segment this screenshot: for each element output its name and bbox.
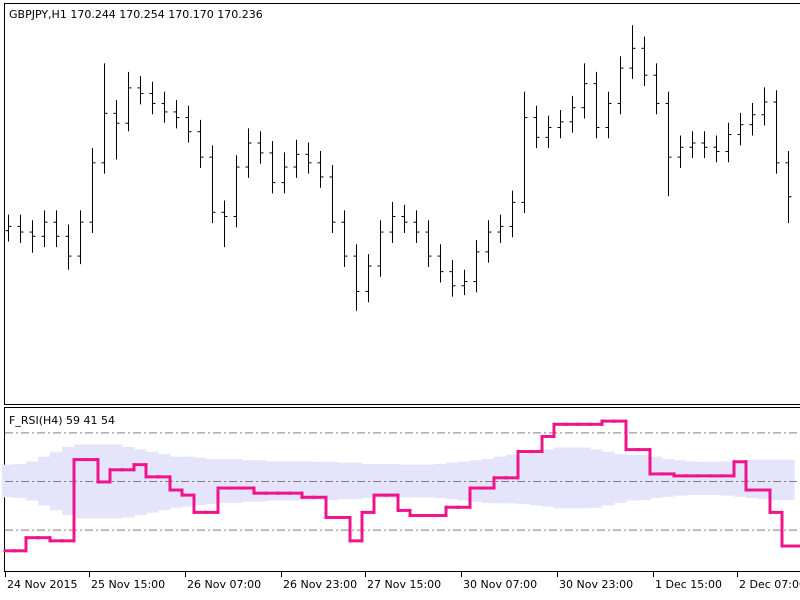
x-tick-label: 26 Nov 07:00	[187, 578, 261, 591]
band-segment	[146, 451, 159, 513]
band-segment	[158, 454, 171, 511]
band-segment	[590, 449, 603, 508]
x-tick-label: 25 Nov 15:00	[91, 578, 165, 591]
band-segment	[614, 454, 627, 503]
price-panel-frame	[4, 3, 800, 405]
chart-title: GBPJPY,H1 170.244 170.254 170.170 170.23…	[9, 8, 263, 21]
band-segment	[674, 460, 687, 496]
band-segment	[302, 461, 315, 501]
band-segment	[518, 454, 531, 505]
band-segment	[350, 462, 363, 500]
bar-layer	[5, 25, 792, 311]
x-tick-label: 1 Dec 15:00	[655, 578, 722, 591]
band-layer	[2, 444, 795, 519]
band-segment	[446, 462, 459, 500]
band-segment	[782, 459, 795, 501]
band-segment	[770, 459, 783, 501]
band-segment	[254, 460, 267, 502]
band-segment	[62, 446, 75, 516]
x-tick-label: 2 Dec 07:00	[739, 578, 800, 591]
band-segment	[578, 447, 591, 509]
band-segment	[206, 459, 219, 505]
band-segment	[338, 462, 351, 500]
axis-layer: 24 Nov 2015 25 Nov 15:00 26 Nov 07:00 26 No…	[5, 572, 800, 591]
band-segment	[746, 459, 759, 499]
band-segment	[218, 459, 231, 503]
indicator-title: F_RSI(H4) 59 41 54	[9, 414, 115, 427]
band-segment	[170, 456, 183, 508]
band-segment	[494, 456, 507, 504]
level-layer	[5, 432, 800, 531]
band-segment	[626, 454, 639, 501]
rsi-layer	[3, 419, 800, 553]
band-segment	[650, 456, 663, 499]
band-segment	[662, 459, 675, 497]
band-segment	[134, 449, 147, 516]
band-segment	[698, 461, 711, 496]
band-segment	[482, 459, 495, 503]
x-tick-label: 30 Nov 23:00	[559, 578, 633, 591]
x-tick-label: 30 Nov 07:00	[463, 578, 537, 591]
band-segment	[230, 459, 243, 503]
band-segment	[710, 461, 723, 496]
x-tick-label: 24 Nov 2015	[7, 578, 77, 591]
band-segment	[38, 456, 51, 506]
band-segment	[554, 447, 567, 509]
band-segment	[542, 449, 555, 507]
band-segment	[734, 460, 747, 497]
band-segment	[530, 451, 543, 506]
band-segment	[566, 447, 579, 509]
band-segment	[602, 451, 615, 506]
band-segment	[14, 463, 27, 499]
band-segment	[638, 454, 651, 501]
band-segment	[110, 444, 123, 519]
band-segment	[122, 446, 135, 518]
band-segment	[686, 461, 699, 496]
band-segment	[722, 461, 735, 496]
x-tick-label: 27 Nov 15:00	[367, 578, 441, 591]
x-tick-label: 26 Nov 23:00	[283, 578, 357, 591]
band-segment	[398, 464, 411, 498]
